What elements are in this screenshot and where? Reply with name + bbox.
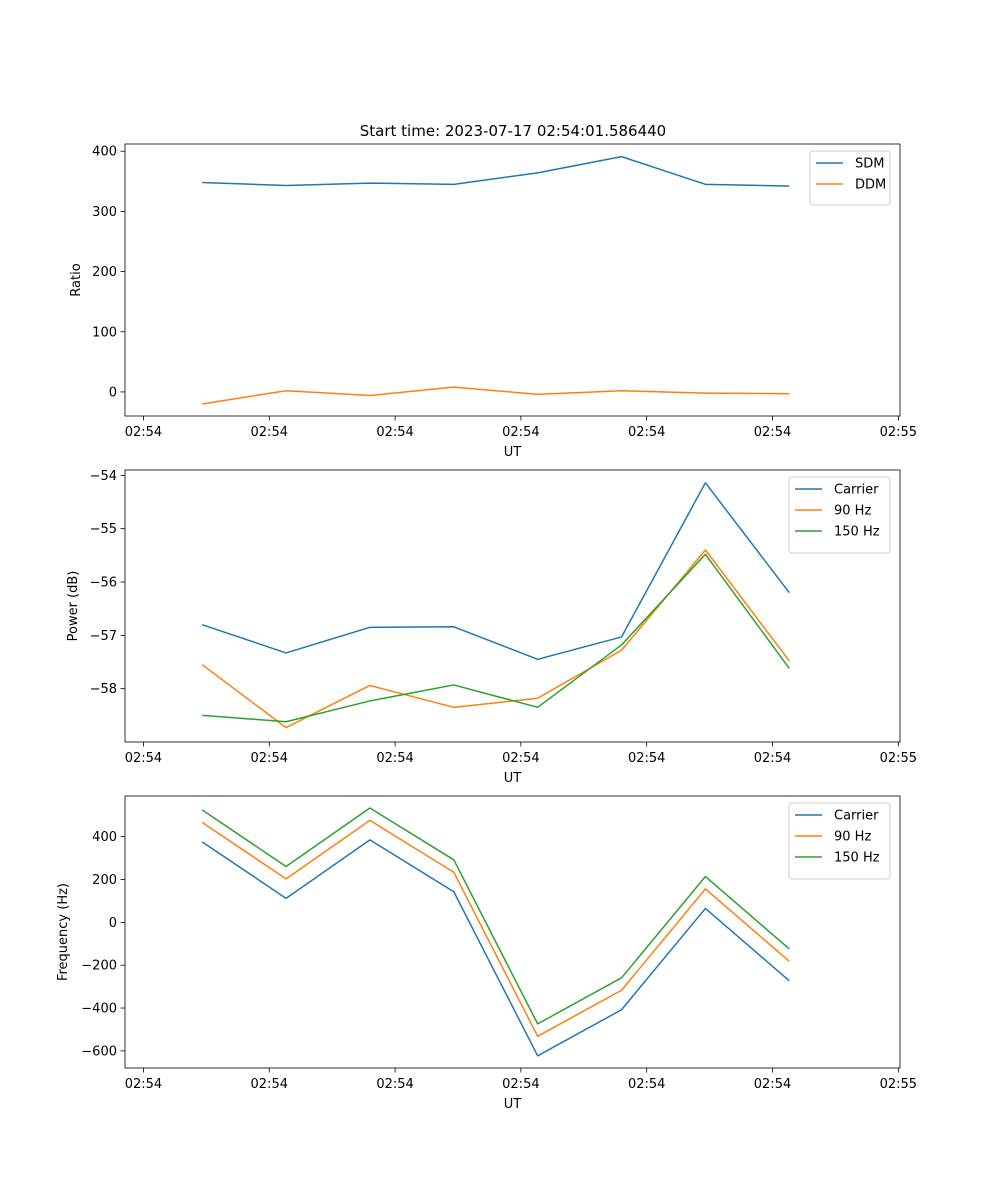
series-line-ddm: [202, 386, 790, 405]
legend-label: 90 Hz: [834, 830, 871, 845]
y-tick-label: −54: [90, 469, 117, 484]
y-tick-label: −600: [81, 1044, 117, 1059]
x-axis-label: UT: [504, 1097, 522, 1112]
legend-box: [809, 150, 891, 206]
y-tick-label: −57: [90, 629, 117, 644]
figure-title: Start time: 2023-07-17 02:54:01.586440: [360, 122, 666, 140]
frequency-plot: 02:54 02:54 02:54 02:54 02:54 02:54 02:55 −600 −…: [56, 795, 917, 1112]
y-tick-label: 300: [92, 205, 117, 220]
legend-label: Carrier: [834, 809, 879, 824]
x-tick-label: 02:54: [754, 425, 791, 440]
x-tick-label: 02:54: [754, 751, 791, 766]
series-line-carrier: [201, 482, 790, 661]
y-tick-label: 0: [109, 385, 117, 400]
x-tick-label: 02:54: [502, 751, 539, 766]
y-tick-label: 0: [109, 916, 117, 931]
legend-label: DDM: [855, 178, 886, 193]
x-axis-label: UT: [504, 771, 522, 786]
y-axis-label: Ratio: [69, 263, 84, 296]
y-tick-label: −55: [90, 522, 117, 537]
ratio-plot: 02:54 02:54 02:54 02:54 02:54 02:54 02:55 0 100 2…: [69, 143, 917, 460]
x-tick-label: 02:54: [502, 1077, 539, 1092]
x-tick-label: 02:54: [628, 751, 665, 766]
legend-label: Carrier: [834, 483, 879, 498]
legend-box: [788, 476, 891, 554]
legend-label: SDM: [855, 157, 884, 172]
x-axis-label: UT: [504, 445, 522, 460]
y-tick-label: 400: [92, 145, 117, 160]
legend-label: 90 Hz: [834, 504, 871, 519]
x-tick-label: 02:54: [125, 751, 162, 766]
x-tick-label: 02:54: [251, 425, 288, 440]
y-tick-label: 200: [92, 873, 117, 888]
x-tick-label: 02:54: [251, 751, 288, 766]
x-tick-label: 02:55: [880, 1077, 917, 1092]
y-tick-label: −200: [81, 959, 117, 974]
y-tick-label: 400: [92, 830, 117, 845]
x-tick-label: 02:55: [880, 751, 917, 766]
x-tick-label: 02:54: [376, 1077, 413, 1092]
power-plot: 02:54 02:54 02:54 02:54 02:54 02:54 02:55 −58 −5…: [66, 469, 917, 786]
y-axis-label: Power (dB): [66, 571, 81, 642]
y-tick-label: −400: [81, 1002, 117, 1017]
series-line-150-hz: [201, 807, 790, 1025]
series-line-150-hz: [202, 553, 790, 723]
axes-frame: [124, 469, 901, 743]
y-tick-label: 200: [92, 265, 117, 280]
x-tick-label: 02:54: [125, 425, 162, 440]
y-tick-label: −56: [90, 576, 117, 591]
legend: SDM DDM: [809, 150, 891, 206]
x-tick-label: 02:55: [880, 425, 917, 440]
series-line-carrier: [201, 839, 790, 1057]
legend-label: 150 Hz: [834, 851, 880, 866]
legend: Carrier 90 Hz 150 Hz: [788, 802, 891, 880]
x-tick-label: 02:54: [628, 425, 665, 440]
series-line-90-hz: [201, 819, 790, 1038]
x-tick-label: 02:54: [502, 425, 539, 440]
legend: Carrier 90 Hz 150 Hz: [788, 476, 891, 554]
y-axis-label: Frequency (Hz): [56, 883, 71, 981]
axes-frame: [124, 795, 901, 1069]
legend-label: 150 Hz: [834, 525, 880, 540]
x-tick-label: 02:54: [125, 1077, 162, 1092]
x-tick-label: 02:54: [754, 1077, 791, 1092]
legend-box: [788, 802, 891, 880]
y-tick-label: 100: [92, 325, 117, 340]
x-tick-label: 02:54: [376, 425, 413, 440]
series-line-sdm: [202, 155, 790, 187]
x-tick-label: 02:54: [251, 1077, 288, 1092]
x-tick-label: 02:54: [628, 1077, 665, 1092]
x-tick-label: 02:54: [376, 751, 413, 766]
axes-frame: [124, 143, 901, 417]
series-line-90-hz: [201, 549, 790, 729]
y-tick-label: −58: [90, 682, 117, 697]
